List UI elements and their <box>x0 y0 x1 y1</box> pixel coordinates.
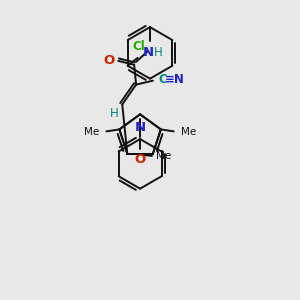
Text: ≡N: ≡N <box>165 73 185 86</box>
Text: Me: Me <box>156 151 171 161</box>
Text: Me: Me <box>84 128 100 137</box>
Text: Me: Me <box>181 128 196 137</box>
Text: O: O <box>134 153 146 166</box>
Text: H: H <box>110 107 119 120</box>
Text: Cl: Cl <box>132 40 145 53</box>
Text: O: O <box>103 54 114 67</box>
Text: N: N <box>134 121 146 134</box>
Text: C: C <box>158 73 167 86</box>
Text: H: H <box>154 46 162 59</box>
Text: N: N <box>142 46 154 59</box>
